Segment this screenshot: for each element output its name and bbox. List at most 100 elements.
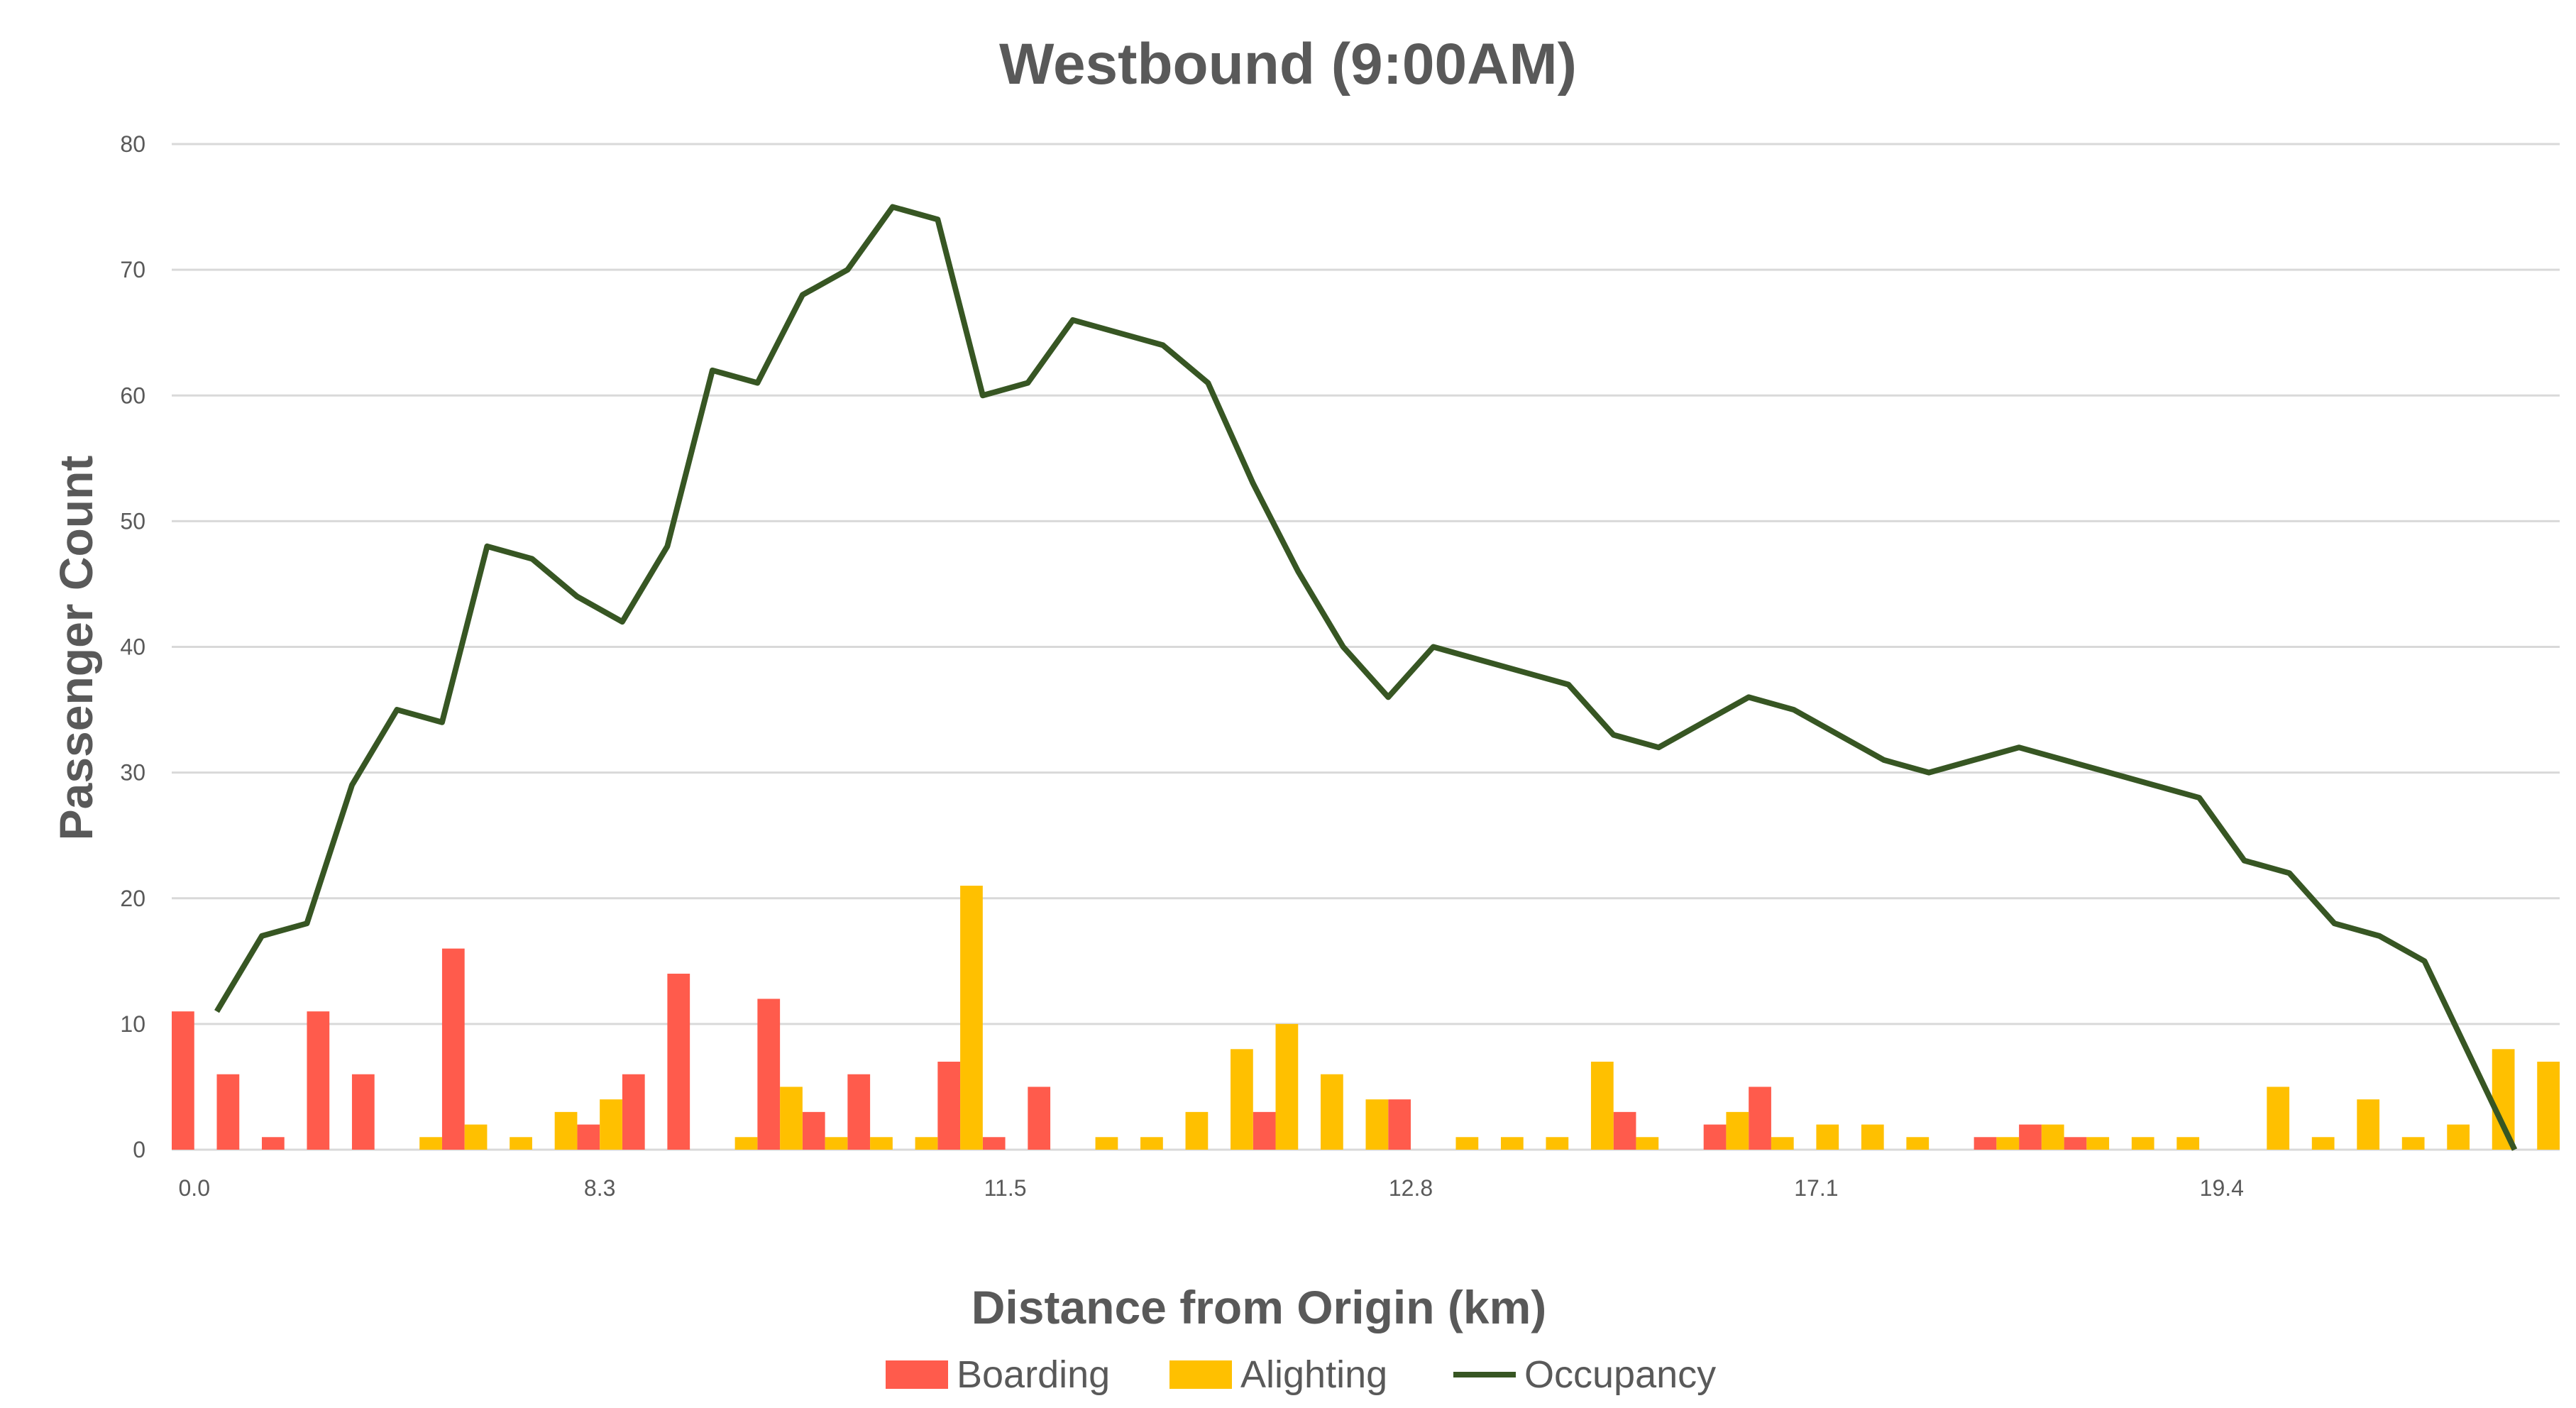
boarding-bar bbox=[622, 1074, 645, 1150]
boarding-bar bbox=[577, 1124, 600, 1150]
legend-label: Boarding bbox=[957, 1353, 1110, 1396]
y-tick-label: 10 bbox=[120, 1011, 145, 1037]
y-axis-title: Passenger Count bbox=[50, 456, 102, 841]
boarding-bar bbox=[1028, 1087, 1051, 1150]
boarding-bar bbox=[1388, 1099, 1411, 1150]
y-tick-label: 80 bbox=[120, 131, 145, 157]
boarding-bar bbox=[757, 999, 781, 1150]
legend-item-occupancy: Occupancy bbox=[1453, 1353, 1716, 1396]
line-series bbox=[214, 204, 2518, 1151]
alighting-bar bbox=[870, 1137, 893, 1150]
alighting-bar bbox=[1636, 1137, 1659, 1150]
alighting-bar bbox=[1365, 1099, 1389, 1150]
boarding-bar bbox=[2019, 1124, 2042, 1150]
alighting-bar bbox=[960, 886, 983, 1150]
x-axis-title: Distance from Origin (km) bbox=[971, 1281, 1546, 1333]
boarding-bar bbox=[847, 1074, 871, 1150]
alighting-bar bbox=[2447, 1124, 2470, 1150]
boarding-bar bbox=[307, 1011, 330, 1150]
boarding-bar bbox=[1749, 1087, 1771, 1150]
x-tick-label: 0.0 bbox=[179, 1175, 210, 1201]
boarding-bar bbox=[172, 1011, 194, 1150]
alighting-bar bbox=[2401, 1137, 2425, 1150]
alighting-bar bbox=[600, 1099, 622, 1150]
x-tick-label: 12.8 bbox=[1389, 1175, 1433, 1201]
x-tick-label: 19.4 bbox=[2200, 1175, 2244, 1201]
boarding-bar bbox=[1703, 1124, 1727, 1150]
alighting-bar bbox=[1726, 1111, 1749, 1150]
alighting-bar bbox=[1500, 1137, 1524, 1150]
legend-label: Alighting bbox=[1240, 1353, 1387, 1396]
alighting-bar bbox=[1275, 1023, 1299, 1150]
y-tick-label: 30 bbox=[120, 760, 145, 786]
alighting-bar bbox=[915, 1137, 938, 1150]
y-axis-ticks: 0 10 20 30 40 50 60 70 80 bbox=[120, 131, 145, 1162]
boarding-bar bbox=[261, 1137, 285, 1150]
alighting-bar bbox=[1095, 1137, 1118, 1150]
y-tick-label: 70 bbox=[120, 257, 145, 282]
boarding-bar bbox=[1974, 1137, 1997, 1150]
alighting-bar bbox=[419, 1137, 442, 1150]
y-tick-label: 40 bbox=[120, 634, 145, 660]
alighting-bar bbox=[1231, 1049, 1253, 1150]
alighting-bar bbox=[554, 1111, 578, 1150]
alighting-bar bbox=[2492, 1049, 2515, 1150]
boarding-bar bbox=[937, 1062, 961, 1150]
alighting-bar bbox=[1140, 1137, 1163, 1150]
alighting-bar bbox=[780, 1087, 803, 1150]
y-tick-label: 20 bbox=[120, 886, 145, 911]
alighting-bar bbox=[2086, 1137, 2110, 1150]
alighting-bar bbox=[2041, 1124, 2064, 1150]
x-tick-label: 17.1 bbox=[1794, 1175, 1838, 1201]
alighting-bar bbox=[510, 1137, 532, 1150]
alighting-bar bbox=[825, 1137, 848, 1150]
boarding-bar bbox=[441, 948, 465, 1150]
alighting-bar bbox=[1906, 1137, 1930, 1150]
chart-title: Westbound (9:00AM) bbox=[999, 32, 1577, 97]
legend-swatch bbox=[1169, 1360, 1232, 1389]
x-tick-label: 11.5 bbox=[984, 1175, 1027, 1201]
boarding-bar bbox=[216, 1074, 240, 1150]
alighting-bar bbox=[1816, 1124, 1839, 1150]
series-alighting bbox=[419, 886, 2560, 1150]
alighting-bar bbox=[1861, 1124, 1884, 1150]
alighting-bar bbox=[1185, 1111, 1209, 1150]
y-tick-label: 50 bbox=[120, 508, 145, 534]
legend-label: Occupancy bbox=[1524, 1353, 1716, 1396]
y-tick-label: 60 bbox=[120, 383, 145, 408]
boarding-bar bbox=[982, 1137, 1006, 1150]
series-boarding bbox=[172, 948, 2087, 1150]
gridlines bbox=[172, 143, 2560, 1151]
legend: Boarding Alighting Occupancy bbox=[886, 1353, 1716, 1396]
bar-series bbox=[172, 886, 2560, 1150]
boarding-bar bbox=[667, 974, 690, 1150]
boarding-bar bbox=[802, 1111, 825, 1150]
x-tick-label: 8.3 bbox=[584, 1175, 615, 1201]
alighting-bar bbox=[734, 1137, 758, 1150]
alighting-bar bbox=[464, 1124, 488, 1150]
alighting-bar bbox=[1590, 1062, 1614, 1150]
legend-swatch bbox=[886, 1360, 948, 1389]
series-occupancy-line bbox=[214, 204, 2518, 1151]
x-axis-ticks: 0.0 8.3 11.5 12.8 17.1 19.4 bbox=[179, 1175, 2244, 1201]
alighting-bar bbox=[1321, 1074, 1343, 1150]
alighting-bar bbox=[1546, 1137, 1569, 1150]
alighting-bar bbox=[1771, 1137, 1794, 1150]
boarding-bar bbox=[2064, 1137, 2087, 1150]
boarding-bar bbox=[351, 1074, 375, 1150]
legend-item-boarding: Boarding bbox=[886, 1353, 1110, 1396]
alighting-bar bbox=[1996, 1137, 2020, 1150]
alighting-bar bbox=[2267, 1087, 2290, 1150]
legend-item-alighting: Alighting bbox=[1169, 1353, 1387, 1396]
alighting-bar bbox=[2357, 1099, 2380, 1150]
boarding-bar bbox=[1613, 1111, 1636, 1150]
alighting-bar bbox=[2131, 1137, 2154, 1150]
alighting-bar bbox=[2176, 1137, 2200, 1150]
boarding-bar bbox=[1253, 1111, 1276, 1150]
y-tick-label: 0 bbox=[133, 1137, 145, 1162]
alighting-bar bbox=[2311, 1137, 2335, 1150]
alighting-bar bbox=[1455, 1137, 1479, 1150]
alighting-bar bbox=[2537, 1062, 2560, 1150]
